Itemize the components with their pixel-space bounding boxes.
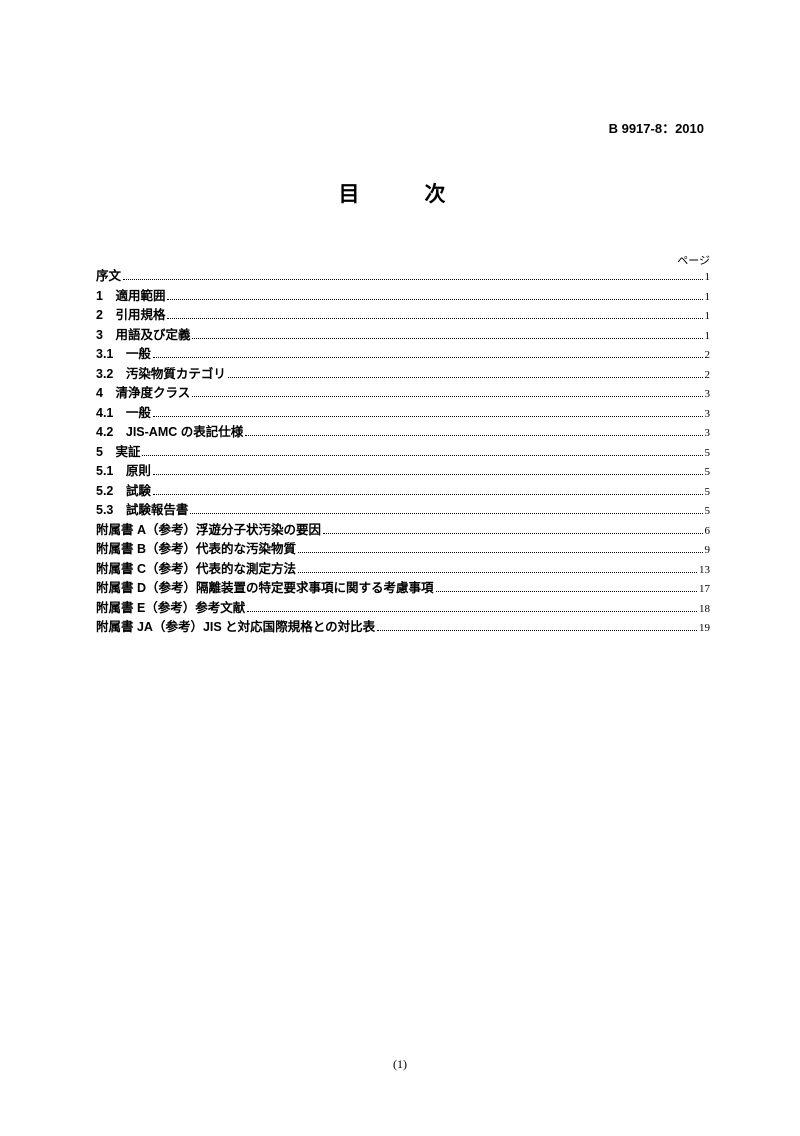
toc-entry-page: 5 — [705, 487, 711, 498]
toc-entry-page: 13 — [699, 565, 710, 576]
toc-entry-label: 4.1 一般 — [96, 407, 151, 420]
toc-leader-dots — [228, 369, 703, 378]
toc-entry-label: 4 清浄度クラス — [96, 387, 190, 400]
toc-entry-page: 3 — [705, 389, 711, 400]
toc-entry-page: 9 — [705, 545, 711, 556]
toc-row: 5.3 試験報告書 5 — [96, 504, 710, 517]
document-page: B 9917-8：2010 目 次 ページ 序文11 適用範囲12 引用規格13… — [0, 0, 800, 1136]
toc-row: 附属書 JA（参考）JIS と対応国際規格との対比表 19 — [96, 621, 710, 634]
toc-entry-label: 附属書 JA（参考）JIS と対応国際規格との対比表 — [96, 621, 375, 634]
toc-row: 1 適用範囲 1 — [96, 290, 710, 303]
toc-entry-page: 5 — [705, 467, 711, 478]
document-number: B 9917-8：2010 — [609, 118, 704, 137]
toc-leader-dots — [247, 603, 697, 612]
toc-leader-dots — [298, 564, 697, 573]
toc-row: 4.1 一般 3 — [96, 407, 710, 420]
toc-leader-dots — [192, 389, 702, 398]
page-title: 目 次 — [96, 178, 710, 208]
toc-leader-dots — [167, 291, 702, 300]
toc-row: 2 引用規格 1 — [96, 309, 710, 322]
toc-entry-page: 2 — [705, 350, 711, 361]
toc-entry-page: 6 — [705, 526, 711, 537]
toc-entry-label: 附属書 D（参考）隔離装置の特定要求事項に関する考慮事項 — [96, 582, 434, 595]
toc-row: 4.2 JIS-AMC の表記仕様 3 — [96, 426, 710, 439]
toc-row: 附属書 B（参考）代表的な汚染物質 9 — [96, 543, 710, 556]
table-of-contents: 序文11 適用範囲12 引用規格13 用語及び定義13.1 一般23.2 汚染物… — [96, 270, 710, 634]
toc-entry-page: 19 — [699, 623, 710, 634]
toc-row: 附属書 C（参考）代表的な測定方法 13 — [96, 563, 710, 576]
toc-entry-label: 5 実証 — [96, 446, 140, 459]
toc-entry-page: 18 — [699, 604, 710, 615]
toc-leader-dots — [377, 623, 697, 632]
toc-entry-page: 1 — [705, 272, 711, 283]
toc-leader-dots — [323, 525, 702, 534]
toc-entry-label: 3 用語及び定義 — [96, 329, 190, 342]
toc-entry-page: 1 — [705, 311, 711, 322]
page-column-label: ページ — [96, 252, 710, 268]
toc-entry-label: 2 引用規格 — [96, 309, 165, 322]
toc-row: 附属書 A（参考）浮遊分子状汚染の要因 6 — [96, 524, 710, 537]
toc-entry-label: 3.1 一般 — [96, 348, 151, 361]
toc-row: 4 清浄度クラス 3 — [96, 387, 710, 400]
toc-entry-label: 3.2 汚染物質カテゴリ — [96, 368, 226, 381]
footer-page-number: (1) — [0, 1057, 800, 1072]
toc-leader-dots — [142, 447, 702, 456]
toc-leader-dots — [153, 467, 703, 476]
toc-leader-dots — [245, 428, 702, 437]
toc-entry-label: 5.2 試験 — [96, 485, 151, 498]
toc-leader-dots — [153, 486, 703, 495]
toc-leader-dots — [192, 330, 702, 339]
toc-row: 3 用語及び定義 1 — [96, 329, 710, 342]
toc-entry-label: 1 適用範囲 — [96, 290, 165, 303]
toc-entry-page: 3 — [705, 428, 711, 439]
toc-leader-dots — [123, 272, 702, 281]
toc-row: 3.2 汚染物質カテゴリ 2 — [96, 368, 710, 381]
toc-row: 5 実証 5 — [96, 446, 710, 459]
toc-entry-label: 附属書 E（参考）参考文献 — [96, 602, 245, 615]
toc-leader-dots — [298, 545, 702, 554]
toc-row: 序文 1 — [96, 270, 710, 283]
toc-entry-page: 17 — [699, 584, 710, 595]
toc-entry-page: 5 — [705, 448, 711, 459]
toc-entry-label: 附属書 B（参考）代表的な汚染物質 — [96, 543, 296, 556]
toc-leader-dots — [167, 311, 702, 320]
toc-leader-dots — [190, 506, 702, 515]
toc-row: 附属書 D（参考）隔離装置の特定要求事項に関する考慮事項 17 — [96, 582, 710, 595]
toc-leader-dots — [436, 584, 697, 593]
toc-entry-label: 4.2 JIS-AMC の表記仕様 — [96, 426, 243, 439]
toc-row: 3.1 一般 2 — [96, 348, 710, 361]
toc-entry-page: 5 — [705, 506, 711, 517]
toc-entry-label: 5.1 原則 — [96, 465, 151, 478]
toc-entry-page: 1 — [705, 331, 711, 342]
toc-entry-page: 2 — [705, 370, 711, 381]
toc-entry-label: 附属書 A（参考）浮遊分子状汚染の要因 — [96, 524, 321, 537]
toc-row: 附属書 E（参考）参考文献 18 — [96, 602, 710, 615]
toc-row: 5.2 試験 5 — [96, 485, 710, 498]
toc-entry-page: 3 — [705, 409, 711, 420]
toc-entry-label: 附属書 C（参考）代表的な測定方法 — [96, 563, 296, 576]
toc-leader-dots — [153, 408, 703, 417]
toc-row: 5.1 原則 5 — [96, 465, 710, 478]
toc-entry-label: 5.3 試験報告書 — [96, 504, 188, 517]
toc-entry-label: 序文 — [96, 270, 121, 283]
toc-entry-page: 1 — [705, 292, 711, 303]
toc-leader-dots — [153, 350, 703, 359]
